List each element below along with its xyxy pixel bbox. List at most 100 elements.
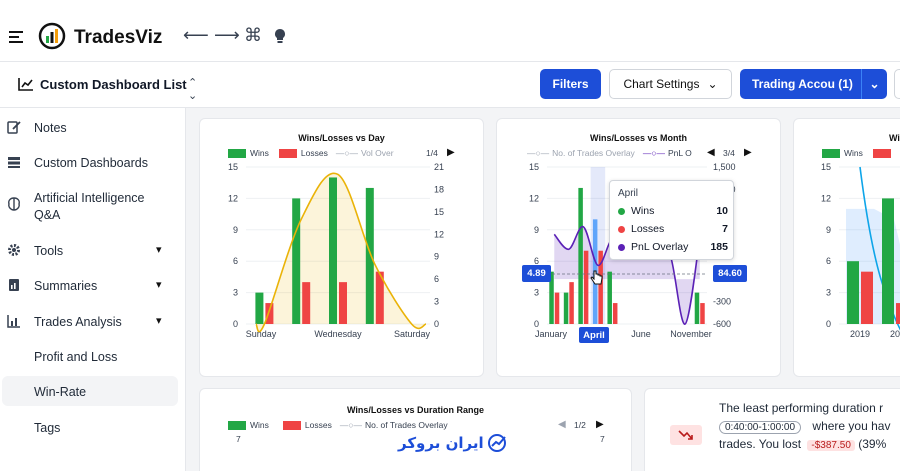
y-axis-right-tick: 21 [434,162,444,172]
sidebar-item-label: Tags [34,421,61,435]
x-axis-tick: June [631,329,651,339]
sidebar-item-custom-dashboards[interactable]: Custom Dashboards [0,155,178,173]
summary-icon [9,279,19,291]
trading-account-select[interactable]: Trading Accou (1) ⌄ [740,69,887,99]
y-axis-right-tick: 15 [434,207,444,217]
legend-swatch-wins[interactable] [228,420,246,430]
menu-icon[interactable] [9,31,23,46]
bar-losses [598,250,603,324]
legend-prev-arrow-icon[interactable]: ◀ [707,147,715,158]
legend-swatch-losses[interactable] [282,420,301,430]
dashboard-title[interactable]: Custom Dashboard List [40,77,187,92]
legend-label[interactable]: Vol Over [360,148,394,158]
chart-legend: Wins Losses —○— No. of Trades Overlay [228,420,448,430]
y-axis-tick: 0 [534,319,539,329]
legend-label[interactable]: Wins [250,420,269,430]
y-axis-right-tick: 3 [434,297,439,307]
sidebar-item-ai-qa[interactable]: Artificial Intelligence Q&A [0,190,178,226]
legend-swatch-wins[interactable] [822,148,840,158]
chart-card-year: Wi Wins 0 3 6 9 12 15 2019 20 [793,118,900,377]
duration-pill: 0:40:00-1:00:00 [719,421,802,434]
x-axis-tick: 20 [890,329,900,339]
bar-losses [896,303,900,324]
lightbulb-icon[interactable] [273,28,287,44]
tooltip-value: 185 [710,241,728,253]
sidebar-item-label: Notes [34,121,67,135]
forward-arrow-icon[interactable]: ⟶ [214,25,240,45]
chart-title: Wi [889,133,900,143]
legend-swatch-losses[interactable] [872,148,891,158]
y-axis-tick: 12 [228,193,238,203]
command-icon[interactable]: ⌘ [244,25,262,45]
legend-label[interactable]: Wins [844,148,863,158]
insight-text: (39% [858,437,887,451]
tooltip-label: PnL Overlay [631,241,689,253]
sort-updown-icon[interactable]: ⌃ ⌄ [188,77,198,102]
sidebar-item-tags[interactable]: Tags [0,420,178,438]
x-axis-tick: January [535,329,568,339]
highlight-band [590,167,606,324]
legend-line-marker[interactable]: —○— [339,420,362,430]
legend-swatch-wins[interactable] [228,148,246,158]
y-axis-tick: 6 [233,256,238,266]
legend-label[interactable]: No. of Trades Overlay [552,148,635,158]
tooltip-row-losses: Losses 7 [618,223,728,235]
y-axis-tick: 15 [228,162,238,172]
y-axis-right-tick: 1,500 [713,162,736,172]
bar-losses [375,271,384,324]
legend-line-marker[interactable]: —○— [527,148,550,158]
sidebar-item-profit-and-loss[interactable]: Profit and Loss [0,349,178,367]
watermark-text: ایران بروکر [398,434,484,452]
y-axis-right-tick: 6 [434,274,439,284]
sidebar-item-summaries[interactable]: Summaries ▾ [0,278,178,296]
losses-dot-icon [618,225,625,233]
legend-label[interactable]: Losses [304,420,332,430]
chart-plot-year: 0 3 6 9 12 15 2019 20 [821,162,900,339]
chevron-down-icon: ▾ [156,279,162,291]
chevron-down-icon: ▾ [156,244,162,256]
legend-next-arrow-icon[interactable]: ▶ [447,147,455,158]
tooltip-value: 10 [716,205,728,217]
y-axis-tick: 12 [821,193,831,203]
legend-line-marker[interactable]: —○— [335,148,358,158]
extra-toolbar-button[interactable] [894,69,900,99]
legend-label[interactable]: Wins [250,148,269,158]
bar-wins [563,292,569,324]
y-axis-tick: 3 [233,288,238,298]
analysis-icon [7,315,20,328]
legend-line-marker[interactable]: —○— [642,148,665,158]
legend-next-arrow-icon[interactable]: ▶ [744,147,752,158]
back-arrow-icon[interactable]: ⟵ [183,25,209,45]
legend-label[interactable]: PnL O [667,148,692,158]
legend-label[interactable]: No. of Trades Overlay [364,420,448,430]
insight-card: The least performing duration r 0:40:00-… [644,388,900,471]
chart-line-icon [18,78,33,91]
bar-losses [612,303,618,324]
watermark-logo: ایران بروکر [392,430,516,456]
trend-down-icon [670,425,702,445]
sidebar-item-label: Trades Analysis [34,315,122,329]
sidebar-item-tools[interactable]: Tools ▾ [0,243,178,261]
chart-title: Wins/Losses vs Month [590,133,687,143]
legend-label[interactable]: Losses [300,148,328,158]
chart-settings-button[interactable]: Chart Settings ⌄ [609,69,732,99]
sidebar-item-trades-analysis[interactable]: Trades Analysis ▾ [0,314,178,332]
legend-next-arrow-icon[interactable]: ▶ [596,419,604,430]
legend-prev-arrow-icon[interactable]: ◀ [558,419,566,430]
y-axis-tick: 9 [233,225,238,235]
bar-losses [554,292,560,324]
legend-swatch-losses[interactable] [278,148,297,158]
filters-button[interactable]: Filters [540,69,601,99]
y-axis-tick: 9 [826,225,831,235]
y-axis-tick: 3 [826,288,831,298]
y-axis-tick: 15 [529,162,539,172]
sidebar-item-notes[interactable]: Notes [0,120,178,138]
legend-page-indicator: 1/4 [426,148,438,158]
tooltip-label: Losses [631,223,665,235]
bar-wins [847,261,859,324]
sidebar-item-win-rate[interactable]: Win-Rate [2,376,178,406]
y-axis-tick: 0 [233,319,238,329]
top-bar: TradesViz ⟵ ⟶ ⌘ [0,0,900,62]
brain-icon [8,197,20,211]
x-axis-tick: Sunday [246,329,277,339]
